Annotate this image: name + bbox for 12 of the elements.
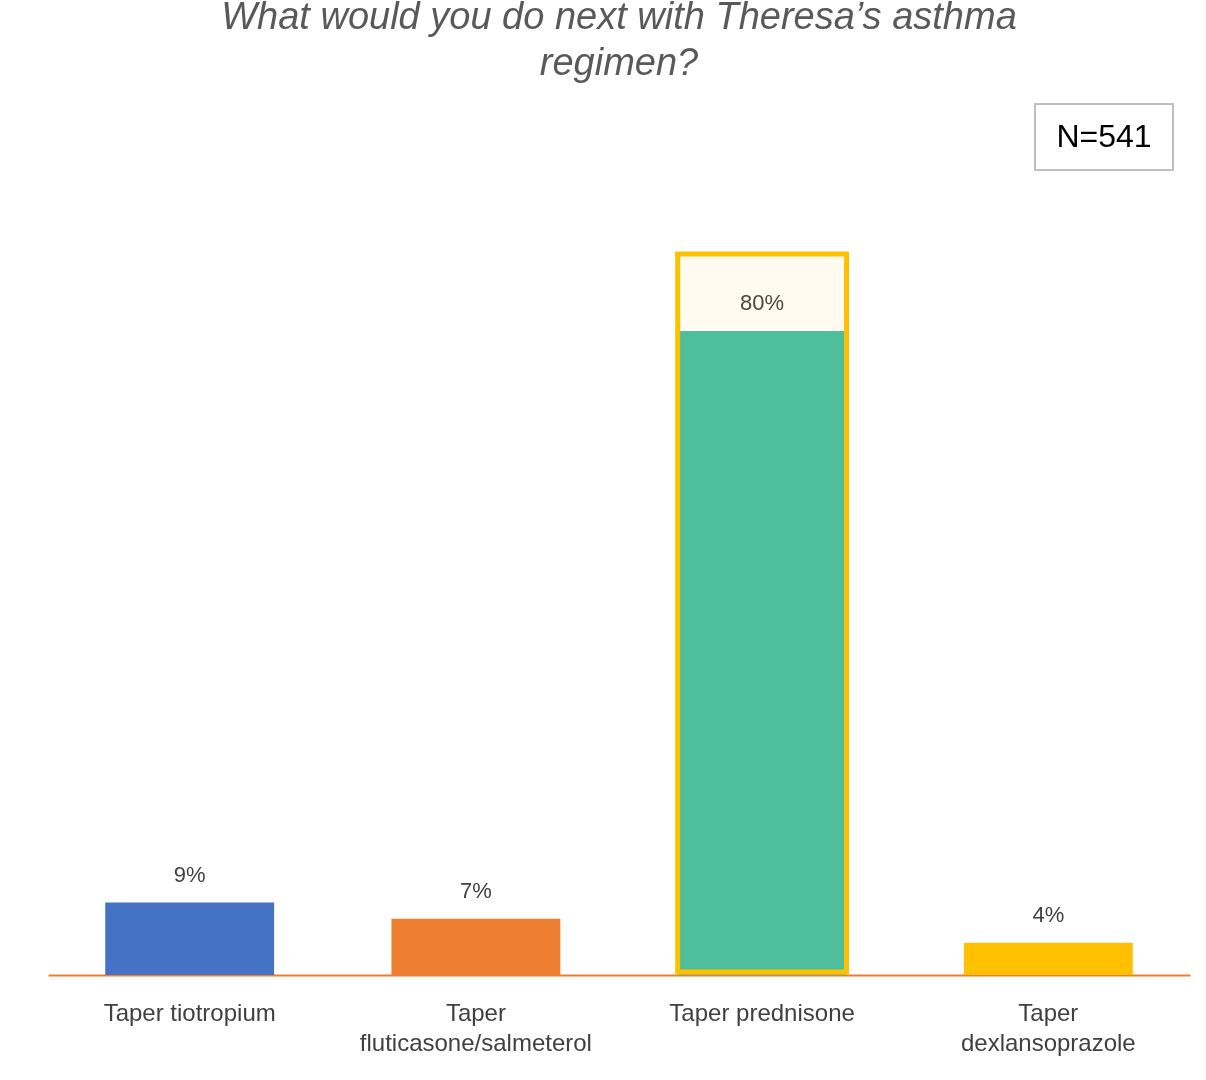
x-tick-label: Taper fluticasone/salmeterol xyxy=(359,998,592,1056)
bar xyxy=(105,902,275,975)
x-tick-label: Taper dexlansoprazole xyxy=(960,998,1136,1056)
bar xyxy=(963,942,1133,975)
data-label: 9% xyxy=(173,861,206,887)
text: N=541 xyxy=(1056,118,1152,154)
data-label: 4% xyxy=(1032,901,1065,927)
data-label: 7% xyxy=(459,877,492,903)
data-label: 80% xyxy=(740,290,785,315)
chart-title: What would you do next with Theresa’s asthma regimen? xyxy=(221,0,1017,83)
x-tick-label: Taper tiotropium xyxy=(103,998,276,1026)
x-tick-label: Taper prednisone xyxy=(669,998,855,1026)
